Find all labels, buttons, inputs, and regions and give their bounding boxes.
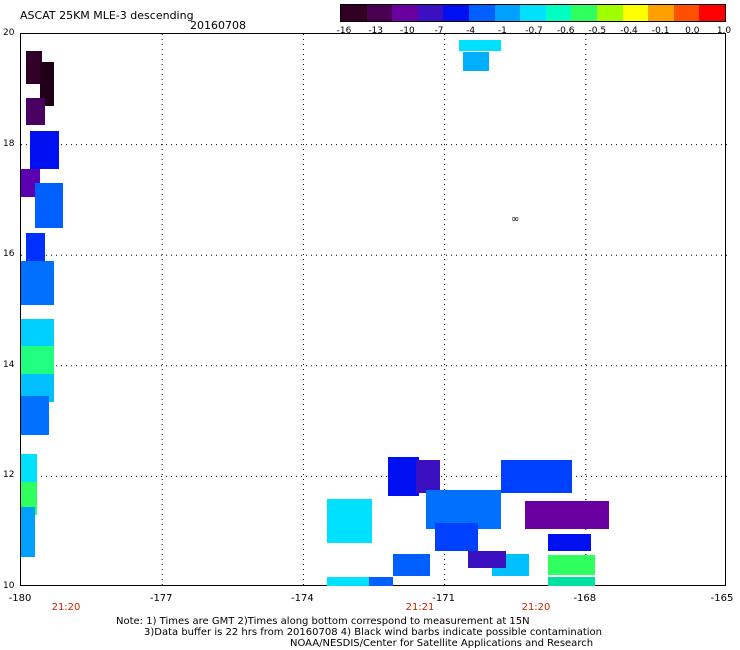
note-line-1: Note: 1) Times are GMT 2)Times along bot…	[116, 616, 530, 627]
map-plot-area: ∞	[20, 33, 727, 587]
color-scale-tick-label: -16	[336, 26, 352, 36]
wind-cell	[468, 551, 506, 568]
wind-cell	[21, 260, 54, 305]
wind-cell	[548, 534, 591, 552]
color-scale-tick-label: -0.6	[556, 26, 575, 36]
longitude-label: -165	[710, 593, 734, 604]
longitude-label: -177	[149, 593, 173, 604]
measurement-time-label: 21:20	[51, 602, 81, 613]
color-scale-tick-label: -0.4	[620, 26, 638, 36]
latitude-label: 12	[3, 470, 15, 481]
wind-cell	[21, 481, 38, 516]
wind-cell	[39, 61, 54, 106]
color-scale-segment	[673, 5, 700, 21]
wind-cell	[25, 97, 45, 126]
color-scale-segment	[468, 5, 495, 21]
color-scale-tick-label: 0.0	[685, 26, 700, 36]
latitude-label: 10	[3, 581, 15, 591]
color-scale-segment	[494, 5, 521, 21]
color-scale-tick-label: -0.7	[525, 26, 543, 36]
wind-cell	[21, 454, 38, 488]
wind-cell	[435, 523, 478, 552]
wind-barb-marker: ∞	[511, 214, 520, 225]
color-scale-segment	[392, 5, 418, 21]
color-scale-segment	[699, 5, 725, 21]
wind-cell	[548, 555, 596, 575]
measurement-time-label: 21:21	[405, 602, 435, 613]
latitude-label: 20	[3, 28, 15, 38]
wind-cell	[369, 577, 393, 586]
color-scale-segment	[341, 5, 367, 21]
wind-cell	[25, 233, 45, 267]
color-scale-segment	[417, 5, 444, 21]
color-scale-segment	[571, 5, 597, 21]
wind-cell	[21, 506, 36, 557]
wind-cell	[21, 318, 54, 347]
latitude-label: 18	[3, 138, 15, 149]
wind-cell	[25, 50, 43, 84]
longitude-label: -171	[432, 593, 455, 604]
color-scale-segment	[648, 5, 674, 21]
color-scale-segment	[545, 5, 572, 21]
wind-cell	[326, 498, 372, 543]
longitude-label: -174	[291, 593, 314, 604]
longitude-label: -180	[8, 593, 32, 604]
latitude-label: 14	[3, 359, 15, 370]
note-line-2: 3)Data buffer is 22 hrs from 20160708 4)…	[144, 627, 602, 638]
color-scale-tick-label: -1	[497, 26, 507, 36]
wind-cell	[388, 457, 419, 496]
wind-cell	[416, 459, 440, 493]
longitude-label: -168	[573, 593, 597, 604]
color-scale-segment	[366, 5, 393, 21]
wind-cell	[392, 553, 431, 576]
wind-cell	[326, 577, 374, 586]
wind-cell	[458, 39, 502, 51]
color-scale-segment	[443, 5, 469, 21]
measurement-time-label: 21:20	[521, 602, 551, 613]
color-scale-tick-label: 1.0	[716, 26, 732, 36]
color-scale-tick-label: -10	[399, 26, 415, 36]
latitude-label: 16	[3, 249, 15, 260]
lat-lon-grid	[21, 34, 727, 587]
color-scale-tick-label: -0.5	[588, 26, 607, 36]
color-scale-tick-label: -7	[434, 26, 444, 36]
wind-cell	[35, 183, 64, 228]
map-date: 20160708	[190, 19, 246, 32]
color-scale-tick-label: -0.1	[651, 26, 670, 36]
map-title: ASCAT 25KM MLE-3 descending	[20, 9, 194, 22]
color-scale-bar	[340, 4, 726, 22]
color-scale-tick-label: -4	[466, 26, 476, 36]
note-line-3: NOAA/NESDIS/Center for Satellite Applica…	[290, 638, 594, 649]
color-scale-segment	[596, 5, 623, 21]
wind-cell	[463, 51, 490, 72]
wind-cell	[548, 577, 596, 586]
wind-cell	[524, 501, 610, 529]
color-scale-tick-label: -13	[368, 26, 384, 36]
wind-cell	[21, 346, 54, 375]
wind-cell	[425, 490, 502, 529]
color-scale-segment	[520, 5, 546, 21]
wind-cell	[501, 459, 572, 493]
color-scale-segment	[622, 5, 649, 21]
wind-cell	[30, 130, 59, 170]
wind-cell	[21, 396, 50, 435]
